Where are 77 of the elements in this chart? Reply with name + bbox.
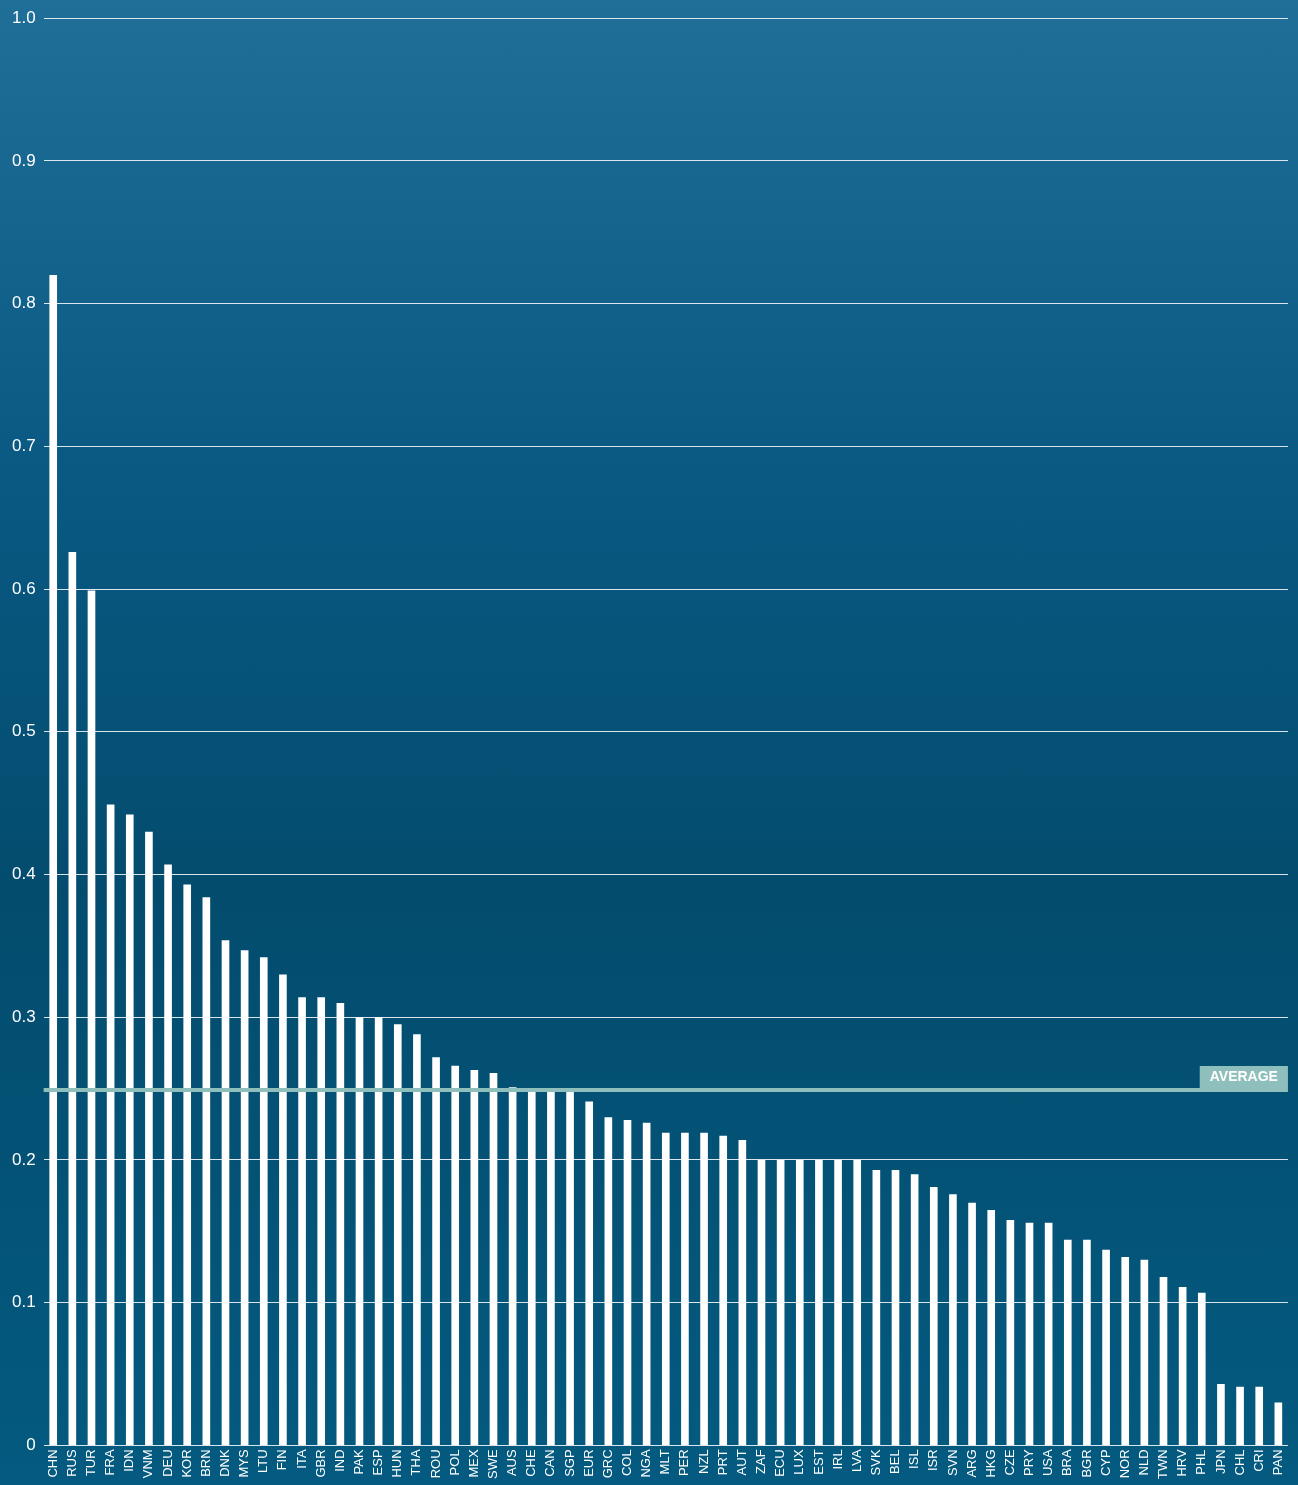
x-tick-label: BGR [1078,1449,1094,1478]
y-tick-label: 0 [26,1435,36,1455]
x-tick-label: ARG [963,1449,979,1478]
x-tick-label: COL [619,1449,635,1477]
x-tick-label: DEU [159,1449,175,1477]
x-tick-label: ISL [906,1449,922,1469]
x-tick-label: SWE [485,1449,501,1480]
x-tick-label: PER [676,1449,692,1477]
x-tick-label: SGP [561,1449,577,1477]
x-tick-label: PRT [714,1449,730,1476]
x-tick-label: VNM [140,1449,156,1479]
y-tick-label: 0.4 [11,864,36,884]
y-tick-label: 1.0 [11,7,36,27]
x-tick-label: GRC [599,1449,615,1479]
x-tick-label: IDN [121,1449,137,1472]
y-tick-label: 0.5 [11,721,36,741]
x-tick-label: BEL [887,1449,903,1474]
x-tick-label: CHN [44,1449,60,1478]
x-tick-label: IRL [829,1449,845,1470]
y-tick-label: 0.1 [11,1292,36,1312]
x-tick-label: POL [446,1449,462,1476]
x-tick-label: PRY [1021,1449,1037,1476]
x-tick-label: PHL [1193,1449,1209,1475]
x-tick-label: FRA [102,1449,118,1476]
x-tick-label: JPN [1212,1449,1228,1474]
x-tick-label: LTU [255,1449,271,1473]
x-tick-label: MEX [465,1449,481,1478]
x-tick-label: ROU [427,1449,443,1479]
x-tick-label: EST [810,1449,826,1475]
x-tick-label: IND [331,1449,347,1472]
x-tick-label: USA [1040,1449,1056,1477]
x-tick-label: ECU [772,1449,788,1477]
x-tick-label: CZE [1001,1449,1017,1476]
x-tick-label: THA [408,1449,424,1476]
y-tick-label: 0.7 [11,436,36,456]
x-tick-label: LUX [791,1449,807,1475]
x-tick-label: PAK [351,1449,367,1475]
x-tick-label: SVN [944,1449,960,1477]
x-tick-label: NLD [1135,1449,1151,1476]
x-tick-label: HKG [982,1449,998,1478]
x-tick-label: CYP [1097,1449,1113,1477]
x-tick-label: DNK [217,1449,233,1477]
x-tick-label: BRN [197,1449,213,1477]
x-tick-label: CRI [1250,1449,1266,1472]
x-tick-label: AUT [733,1449,749,1476]
x-tick-label: CAN [542,1449,558,1477]
x-tick-label: HRV [1174,1449,1190,1477]
x-tick-label: MYS [236,1449,252,1478]
x-tick-label: HUN [389,1449,405,1478]
y-tick-label: 0.8 [11,293,36,313]
x-tick-label: CHL [1231,1449,1247,1476]
x-tick-label: MLT [657,1449,673,1475]
x-tick-label: EUR [580,1449,596,1477]
x-tick-label: ESP [370,1449,386,1476]
ref-line-label: AVERAGE [1209,1067,1278,1084]
x-tick-label: KOR [178,1449,194,1478]
x-tick-label: GBR [312,1449,328,1478]
y-tick-label: 0.2 [11,1149,36,1169]
x-tick-label: SVK [867,1449,883,1476]
x-tick-label: NZL [695,1449,711,1474]
x-tick-label: ITA [293,1449,309,1469]
x-tick-label: NGA [638,1449,654,1478]
x-tick-label: TUR [83,1449,99,1477]
x-tick-label: NOR [1116,1449,1132,1479]
x-tick-label: PAN [1269,1449,1285,1476]
x-tick-label: ZAF [753,1449,769,1474]
x-tick-label: AUS [504,1449,520,1477]
y-tick-label: 0.6 [11,578,36,598]
x-tick-label: BRA [1059,1449,1075,1477]
x-tick-label: LVA [848,1449,864,1473]
x-tick-label: TWN [1155,1449,1171,1479]
y-tick-label: 0.9 [11,150,36,170]
x-tick-label: ISR [925,1449,941,1472]
x-tick-label: RUS [63,1449,79,1477]
x-tick-label: FIN [274,1449,290,1471]
y-tick-label: 0.3 [11,1006,36,1026]
x-tick-label: CHE [523,1449,539,1477]
